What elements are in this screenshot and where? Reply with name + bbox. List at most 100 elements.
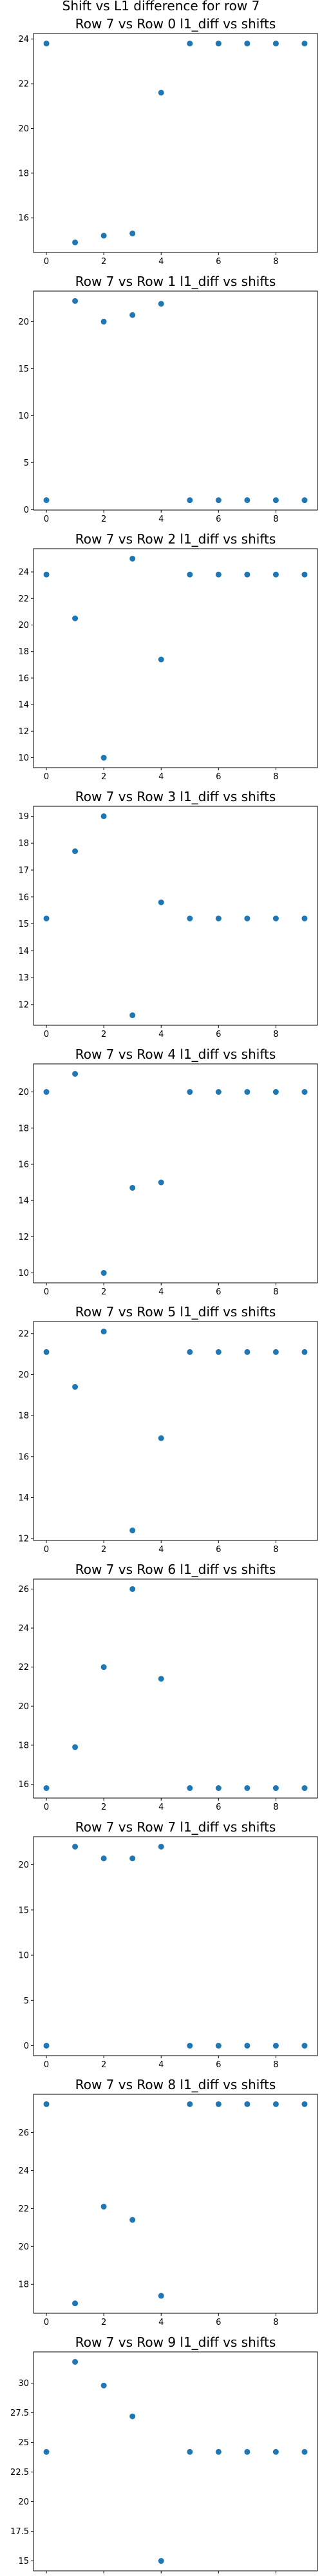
x-tick-label: 0 (44, 2318, 49, 2327)
chart-title: Row 7 vs Row 1 l1_diff vs shifts (75, 274, 276, 289)
x-tick-label: 8 (273, 1545, 278, 1555)
scatter-point (129, 1184, 136, 1191)
scatter-point (272, 915, 279, 922)
y-tick-label: 22.5 (10, 2468, 29, 2477)
y-tick-label: 22 (18, 1329, 29, 1339)
y-tick-label: 24 (18, 1624, 29, 1634)
y-tick-label: 18 (18, 169, 29, 178)
x-tick-label: 4 (158, 1030, 164, 1039)
y-tick-label: 22 (18, 594, 29, 604)
chart-panel-1: Row 7 vs Row 1 l1_diff vs shifts 0 2 4 6 8 0 5 1… (18, 274, 318, 524)
chart-panel-4: Row 7 vs Row 4 l1_diff vs shifts 0 2 4 6 8 10 1… (18, 1046, 318, 1297)
scatter-point (72, 298, 79, 304)
plot-frame (33, 1836, 318, 2056)
y-tick-label: 16 (18, 1160, 29, 1170)
y-tick-label: 26 (18, 1585, 29, 1595)
x-tick-label: 0 (44, 772, 49, 782)
scatter-point (43, 915, 50, 922)
scatter-point (100, 755, 107, 761)
scatter-point (187, 41, 193, 47)
scatter-point (158, 1843, 164, 1850)
x-tick-label: 4 (158, 257, 164, 267)
scatter-point (100, 232, 107, 239)
scatter-point (158, 301, 164, 307)
y-tick-label: 18 (18, 839, 29, 849)
x-tick-label: 0 (44, 1030, 49, 1039)
x-tick-label: 2 (101, 515, 106, 524)
y-tick-label: 18 (18, 1741, 29, 1750)
scatter-point (129, 1012, 136, 1019)
scatter-point (215, 915, 222, 922)
x-tick-label: 0 (44, 1545, 49, 1555)
chart-panel-5: Row 7 vs Row 5 l1_diff vs shifts 0 2 4 6 8 12 1… (18, 1304, 318, 1555)
y-tick-label: 16 (18, 674, 29, 683)
scatter-point (43, 1785, 50, 1792)
y-tick-label: 19 (18, 812, 29, 822)
scatter-point (244, 41, 251, 47)
scatter-point (129, 231, 136, 237)
scatter-point (301, 1349, 308, 1355)
scatter-point (43, 1349, 50, 1355)
y-tick-label: 13 (18, 974, 29, 983)
scatter-point (244, 571, 251, 578)
y-tick-label: 20 (18, 124, 29, 134)
scatter-point (100, 2382, 107, 2389)
scatter-point (187, 915, 193, 922)
scatter-point (129, 2413, 136, 2420)
scatter-point (43, 2101, 50, 2107)
y-tick-label: 30 (18, 2379, 29, 2389)
y-tick-label: 15 (18, 1906, 29, 1915)
scatter-point (215, 1089, 222, 1095)
chart-title: Row 7 vs Row 7 l1_diff vs shifts (75, 1819, 276, 1835)
scatter-point (43, 1089, 50, 1095)
scatter-point (272, 2043, 279, 2049)
y-tick-label: 14 (18, 1197, 29, 1206)
chart-title: Row 7 vs Row 9 l1_diff vs shifts (75, 2334, 276, 2350)
y-tick-label: 25 (18, 2438, 29, 2448)
y-tick-label: 16 (18, 214, 29, 223)
y-tick-label: 22 (18, 80, 29, 90)
scatter-point (187, 497, 193, 504)
chart-title: Row 7 vs Row 5 l1_diff vs shifts (75, 1304, 276, 1320)
x-tick-label: 2 (101, 1545, 106, 1555)
scatter-point (244, 497, 251, 504)
y-tick-label: 10 (18, 1951, 29, 1961)
x-tick-label: 8 (273, 2318, 278, 2327)
scatter-point (72, 1744, 79, 1750)
y-tick-label: 17 (18, 866, 29, 875)
y-tick-label: 12 (18, 727, 29, 737)
y-tick-label: 22 (18, 2204, 29, 2214)
plot-frame (33, 2094, 318, 2314)
scatter-point (215, 2448, 222, 2455)
y-tick-label: 26 (18, 2128, 29, 2138)
scatter-point (244, 1785, 251, 1792)
y-tick-label: 15 (18, 365, 29, 374)
x-tick-label: 8 (273, 515, 278, 524)
y-tick-label: 5 (24, 1996, 29, 2006)
y-tick-label: 10 (18, 753, 29, 763)
x-tick-label: 2 (101, 1030, 106, 1039)
scatter-point (187, 2043, 193, 2049)
scatter-point (72, 1843, 79, 1850)
scatter-point (158, 656, 164, 663)
y-tick-label: 24 (18, 568, 29, 578)
scatter-point (72, 2358, 79, 2365)
scatter-point (187, 1785, 193, 1792)
y-tick-label: 24 (18, 2166, 29, 2176)
y-tick-label: 27.5 (10, 2409, 29, 2418)
scatter-point (129, 1855, 136, 1862)
y-tick-label: 18 (18, 2280, 29, 2290)
scatter-point (187, 2101, 193, 2107)
x-tick-label: 4 (158, 515, 164, 524)
scatter-point (100, 1329, 107, 1335)
x-tick-label: 2 (101, 772, 106, 782)
y-tick-label: 22 (18, 1663, 29, 1672)
scatter-point (72, 2300, 79, 2307)
scatter-point (301, 2101, 308, 2107)
y-tick-label: 16 (18, 1780, 29, 1790)
scatter-point (215, 1349, 222, 1355)
scatter-point (272, 1785, 279, 1792)
x-tick-label: 8 (273, 1030, 278, 1039)
